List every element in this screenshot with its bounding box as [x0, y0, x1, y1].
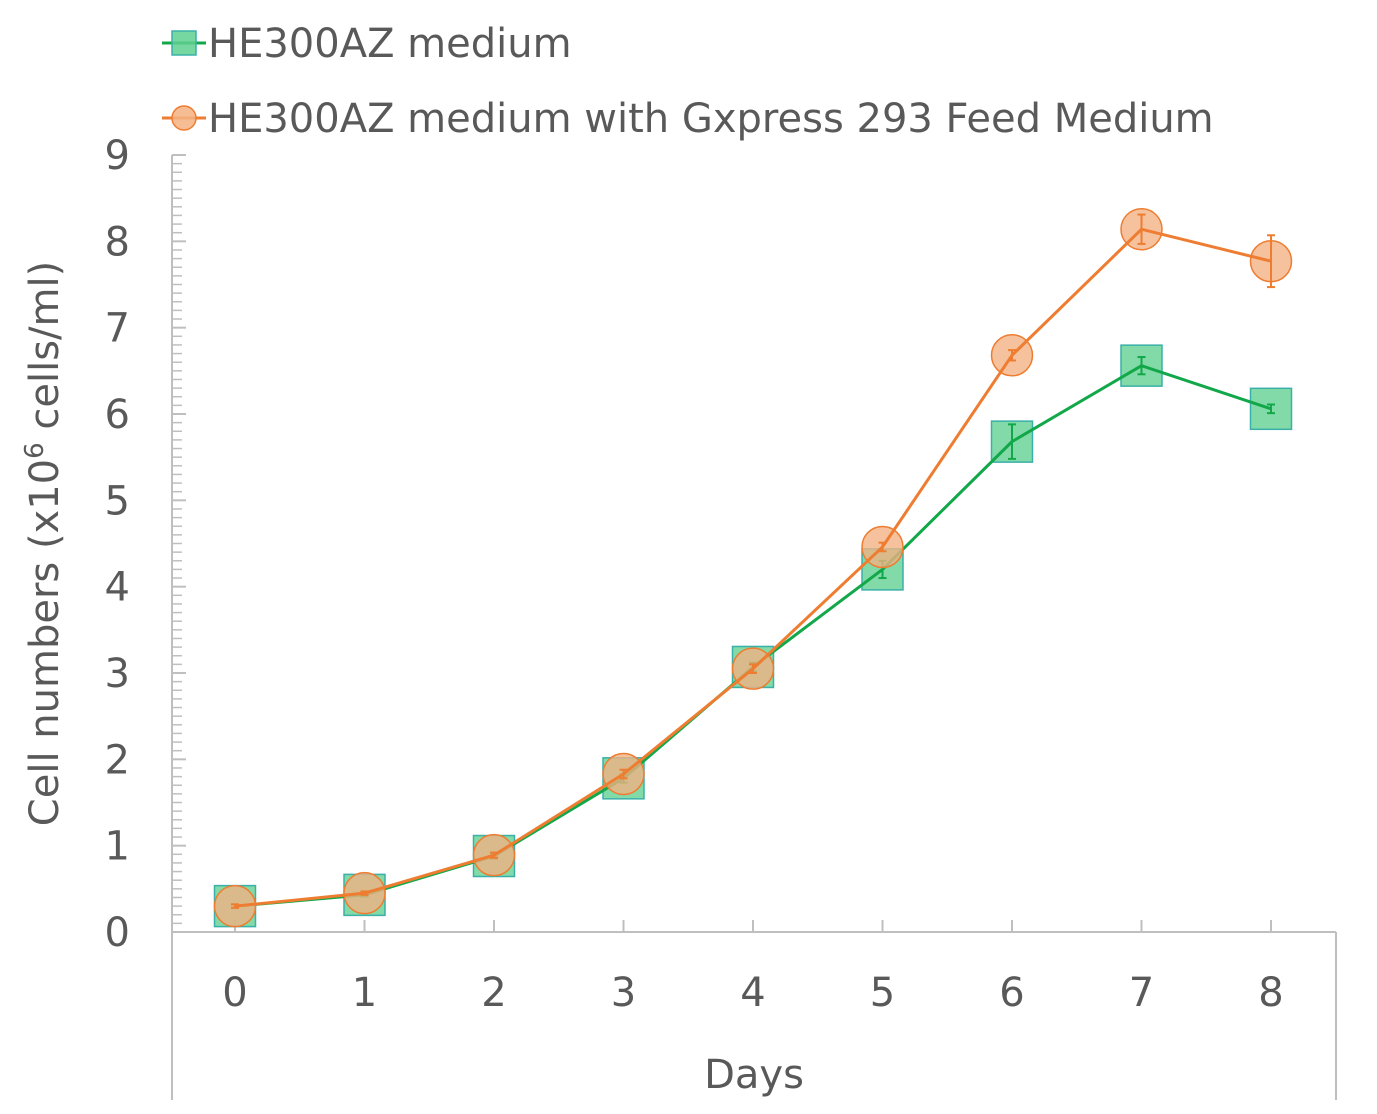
y-tick-label: 0 — [105, 910, 130, 956]
x-tick-label: 7 — [1129, 970, 1154, 1016]
y-tick-label: 9 — [105, 133, 130, 179]
x-tick-label: 2 — [481, 970, 506, 1016]
x-tick-label: 3 — [611, 970, 636, 1016]
y-axis-title: Cell numbers (x106 cells/ml) — [20, 261, 68, 826]
x-tick-label: 4 — [740, 970, 765, 1016]
x-axis-title: Days — [704, 1052, 804, 1098]
legend-item: HE300AZ medium — [162, 21, 572, 67]
legend-square-marker — [171, 30, 197, 56]
y-tick-label: 8 — [105, 219, 130, 265]
x-tick-label: 1 — [352, 970, 377, 1016]
legend-circle-marker — [171, 105, 197, 131]
series-line — [234, 227, 1272, 908]
x-tick-label: 0 — [222, 970, 247, 1016]
legend-item: HE300AZ medium with Gxpress 293 Feed Med… — [162, 96, 1214, 142]
y-axis-title-prefix: Cell numbers (x10 — [22, 459, 68, 826]
x-axis: 0 1 2 3 4 5 6 7 8 — [172, 920, 1337, 1100]
y-tick-label: 7 — [105, 306, 130, 352]
y-tick-label: 5 — [105, 478, 130, 524]
legend: HE300AZ medium HE300AZ medium with Gxpres… — [162, 21, 1214, 142]
legend-label: HE300AZ medium with Gxpress 293 Feed Med… — [208, 96, 1214, 142]
y-axis: 0 1 2 3 4 5 6 7 8 9 — [105, 133, 186, 1100]
y-tick-label: 3 — [105, 651, 130, 697]
x-tick-label: 5 — [870, 970, 895, 1016]
y-axis-title-superscript: 6 — [20, 442, 50, 459]
y-tick-label: 1 — [105, 824, 130, 870]
series-he300az-gxpress — [213, 207, 1293, 928]
x-tick-label: 8 — [1258, 970, 1283, 1016]
series-line — [234, 364, 1272, 908]
y-tick-label: 6 — [105, 392, 130, 438]
x-tick-label: 6 — [999, 970, 1024, 1016]
y-tick-label: 4 — [105, 565, 130, 611]
y-axis-title-suffix: cells/ml) — [22, 261, 68, 443]
legend-label: HE300AZ medium — [208, 21, 572, 67]
series-he300az — [213, 344, 1293, 928]
y-tick-label: 2 — [105, 737, 130, 783]
series-layer — [213, 207, 1293, 928]
